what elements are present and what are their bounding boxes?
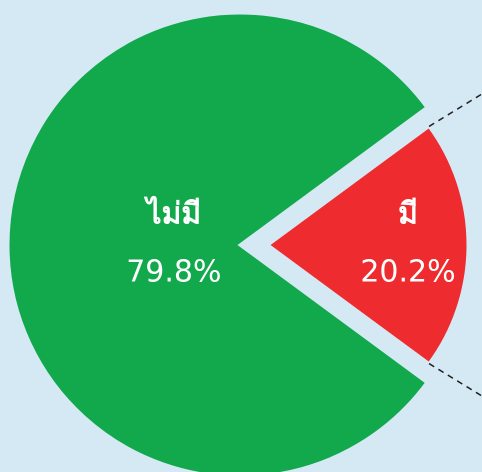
connector-line <box>428 93 482 128</box>
slice-value-label: 79.8% <box>126 255 221 290</box>
slice-label: ไม่มี <box>144 196 202 232</box>
connector-line <box>428 362 482 397</box>
pie-slice <box>6 11 429 472</box>
slice-value-label: 20.2% <box>360 255 455 290</box>
slice-label: มี <box>398 197 418 232</box>
pie-slice <box>265 124 470 366</box>
